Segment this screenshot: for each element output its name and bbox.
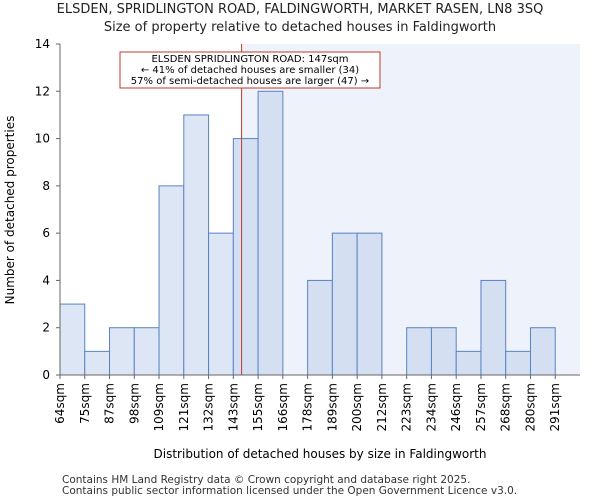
larger-region-shade — [241, 44, 581, 375]
bar-234sqm — [430, 327, 457, 376]
y-tick-label: 2 — [42, 321, 50, 335]
y-tick-label: 4 — [42, 273, 50, 287]
bar-178sqm — [307, 279, 333, 376]
x-tick-label: 98sqm — [127, 383, 141, 424]
x-tick-label: 121sqm — [177, 383, 191, 431]
bar-121sqm — [183, 114, 210, 376]
bar-280sqm — [529, 327, 556, 376]
x-tick-label: 178sqm — [301, 383, 315, 431]
chart-title: ELSDEN, SPRIDLINGTON ROAD, FALDINGWORTH,… — [56, 2, 544, 17]
y-axis-label: Number of detached properties — [3, 116, 17, 305]
x-tick-label: 200sqm — [350, 383, 364, 431]
x-tick-label: 234sqm — [424, 383, 438, 431]
x-tick-label: 223sqm — [400, 383, 414, 431]
annotation-line-3: 57% of semi-detached houses are larger (… — [131, 76, 369, 87]
x-tick-label: 109sqm — [152, 383, 166, 431]
bar-200sqm — [356, 232, 383, 376]
x-tick-label: 280sqm — [523, 383, 537, 431]
x-tick-label: 155sqm — [251, 383, 265, 431]
bar-155sqm — [257, 90, 284, 376]
y-tick-label: 6 — [42, 226, 50, 240]
x-tick-label: 166sqm — [276, 383, 290, 431]
footer-line-1: Contains HM Land Registry data © Crown c… — [62, 474, 471, 486]
bar-246sqm — [455, 350, 482, 376]
x-axis-label: Distribution of detached houses by size … — [154, 447, 487, 461]
x-tick-label: 143sqm — [226, 383, 240, 431]
y-tick-label: 12 — [35, 84, 50, 98]
annotation-box: ELSDEN SPRIDLINGTON ROAD: 147sqm ← 41% o… — [119, 51, 381, 89]
x-tick-label: 257sqm — [474, 383, 488, 431]
y-tick-label: 14 — [35, 37, 50, 51]
bar-64sqm — [59, 303, 86, 376]
chart-subtitle: Size of property relative to detached ho… — [103, 20, 497, 35]
y-tick-label: 0 — [42, 368, 50, 382]
bar-268sqm — [505, 350, 531, 376]
bar-132sqm — [208, 232, 234, 376]
bar-257sqm — [480, 279, 507, 376]
bar-189sqm — [331, 232, 358, 376]
annotation-line-2: ← 41% of detached houses are smaller (34… — [141, 65, 359, 76]
x-tick-label: 268sqm — [499, 383, 513, 431]
bar-109sqm — [158, 185, 185, 376]
bar-98sqm — [133, 327, 160, 376]
x-tick-label: 64sqm — [53, 383, 67, 424]
bar-75sqm — [84, 350, 111, 376]
x-tick-label: 212sqm — [375, 383, 389, 431]
x-tick-label: 246sqm — [449, 383, 463, 431]
x-tick-label: 87sqm — [103, 383, 117, 424]
y-tick-label: 10 — [35, 132, 50, 146]
x-tick-label: 132sqm — [202, 383, 216, 431]
bar-143sqm — [232, 138, 259, 376]
y-tick-label: 8 — [42, 179, 50, 193]
annotation-line-1: ELSDEN SPRIDLINGTON ROAD: 147sqm — [151, 54, 348, 65]
x-tick-label: 75sqm — [78, 383, 92, 424]
x-tick-label: 189sqm — [325, 383, 339, 431]
bar-223sqm — [406, 327, 432, 376]
footer-line-2: Contains public sector information licen… — [62, 485, 518, 497]
x-tick-label: 291sqm — [548, 383, 562, 431]
bar-87sqm — [109, 327, 135, 376]
